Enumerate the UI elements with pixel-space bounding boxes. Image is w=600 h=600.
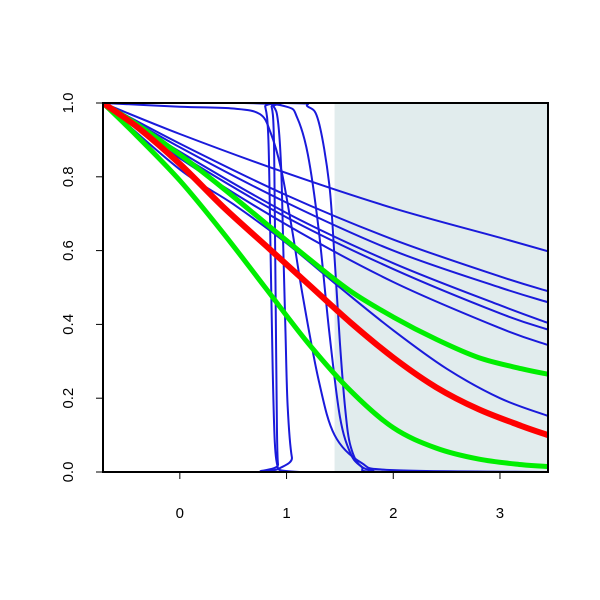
series-line-band-14 (103, 103, 548, 377)
series-line-thin-9 (103, 103, 548, 472)
x-tick-label: 0 (176, 505, 184, 522)
series-line-thin-7 (103, 103, 548, 417)
y-tick-label: 1.0 (60, 93, 77, 114)
y-axis: 0.0 0.2 0.4 0.6 0.8 1.0 (60, 93, 103, 483)
x-tick-label: 3 (496, 505, 504, 522)
series-line-central-16 (103, 103, 548, 439)
series-line-band-15 (103, 103, 548, 469)
shaded-region (334, 103, 548, 472)
x-axis: 0 1 2 3 (176, 472, 504, 522)
y-tick-label: 0.4 (60, 314, 77, 335)
series-line-thin-4 (103, 103, 548, 293)
x-tick-label: 2 (389, 505, 397, 522)
y-tick-label: 0.6 (60, 240, 77, 261)
plot-frame (102, 102, 549, 473)
x-tick-label: 1 (282, 505, 290, 522)
y-tick-label: 0.2 (60, 388, 77, 409)
y-tick-label: 0.0 (60, 462, 77, 483)
series-line-thin-6 (103, 103, 548, 347)
y-tick-label: 0.8 (60, 166, 77, 187)
series-line-thin-3 (103, 103, 548, 304)
